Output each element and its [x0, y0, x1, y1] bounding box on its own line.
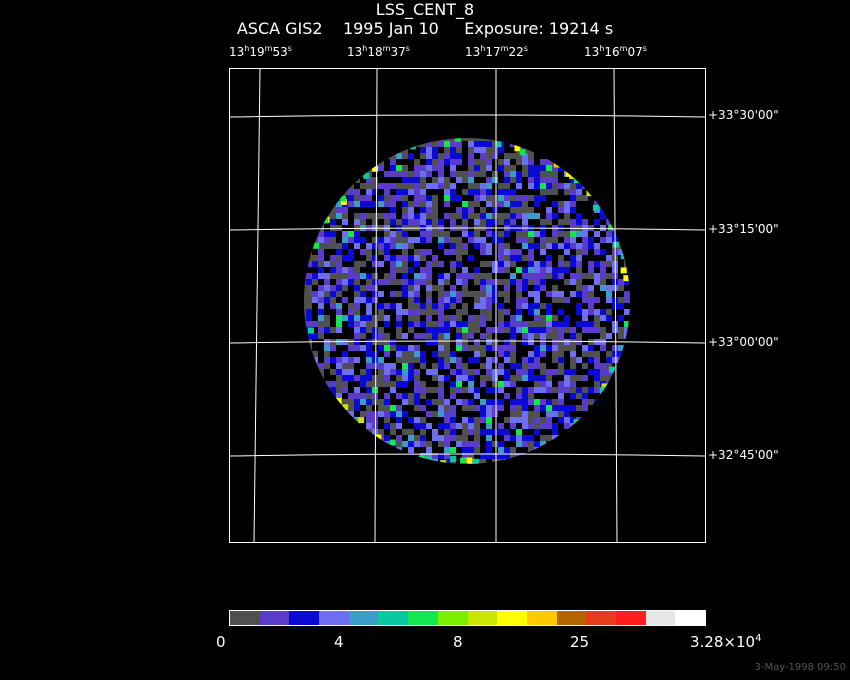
colorbar-swatch [556, 611, 587, 625]
ra-label-2: 13h18m37s [347, 44, 410, 59]
colorbar-swatch [497, 611, 527, 625]
colorbar-label-4: 4 [334, 633, 344, 651]
colorbar-label-25: 25 [570, 633, 590, 651]
colorbar [229, 610, 706, 626]
colorbar-swatch [289, 611, 320, 625]
ra-grid-line-1 [253, 69, 261, 542]
dec-label-4: +32°45'00" [708, 448, 779, 462]
colorbar-swatch [615, 611, 646, 625]
ra-label-3: 13h17m22s [465, 44, 528, 59]
colorbar-swatch [437, 611, 468, 625]
timestamp: 3-May-1998 09:50 [754, 662, 846, 673]
image-subtitle: ASCA GIS2 1995 Jan 10 Exposure: 19214 s [236, 19, 614, 38]
colorbar-swatch [230, 611, 260, 625]
sky-image-frame [229, 68, 706, 543]
colorbar-swatch [645, 611, 676, 625]
colorbar-swatch [467, 611, 498, 625]
dec-grid-line-2 [230, 227, 705, 231]
colorbar-swatch [586, 611, 616, 625]
image-title: LSS_CENT_8 [375, 0, 475, 19]
dec-grid-line-1 [230, 114, 705, 118]
colorbar-swatch [259, 611, 290, 625]
colorbar-swatch [526, 611, 557, 625]
dec-grid-line-3 [230, 340, 705, 344]
colorbar-label-8: 8 [453, 633, 463, 651]
colorbar-swatch [378, 611, 409, 625]
colorbar-swatch [319, 611, 349, 625]
colorbar-swatch [348, 611, 379, 625]
dec-grid-line-4 [230, 453, 705, 457]
dec-label-2: +33°15'00" [708, 222, 779, 236]
ra-grid-line-2 [374, 69, 378, 542]
ra-label-4: 13h16m07s [584, 44, 647, 59]
colorbar-label-max: 3.28×104 [690, 633, 762, 651]
coordinate-grid [230, 69, 705, 542]
xray-sky-image [230, 69, 705, 542]
dec-label-3: +33°00'00" [708, 335, 779, 349]
ra-label-1: 13h19m53s [229, 44, 292, 59]
dec-label-1: +33°30'00" [708, 108, 779, 122]
colorbar-swatch [408, 611, 438, 625]
ra-grid-line-4 [613, 69, 618, 542]
colorbar-swatch [675, 611, 705, 625]
colorbar-label-0: 0 [216, 633, 226, 651]
